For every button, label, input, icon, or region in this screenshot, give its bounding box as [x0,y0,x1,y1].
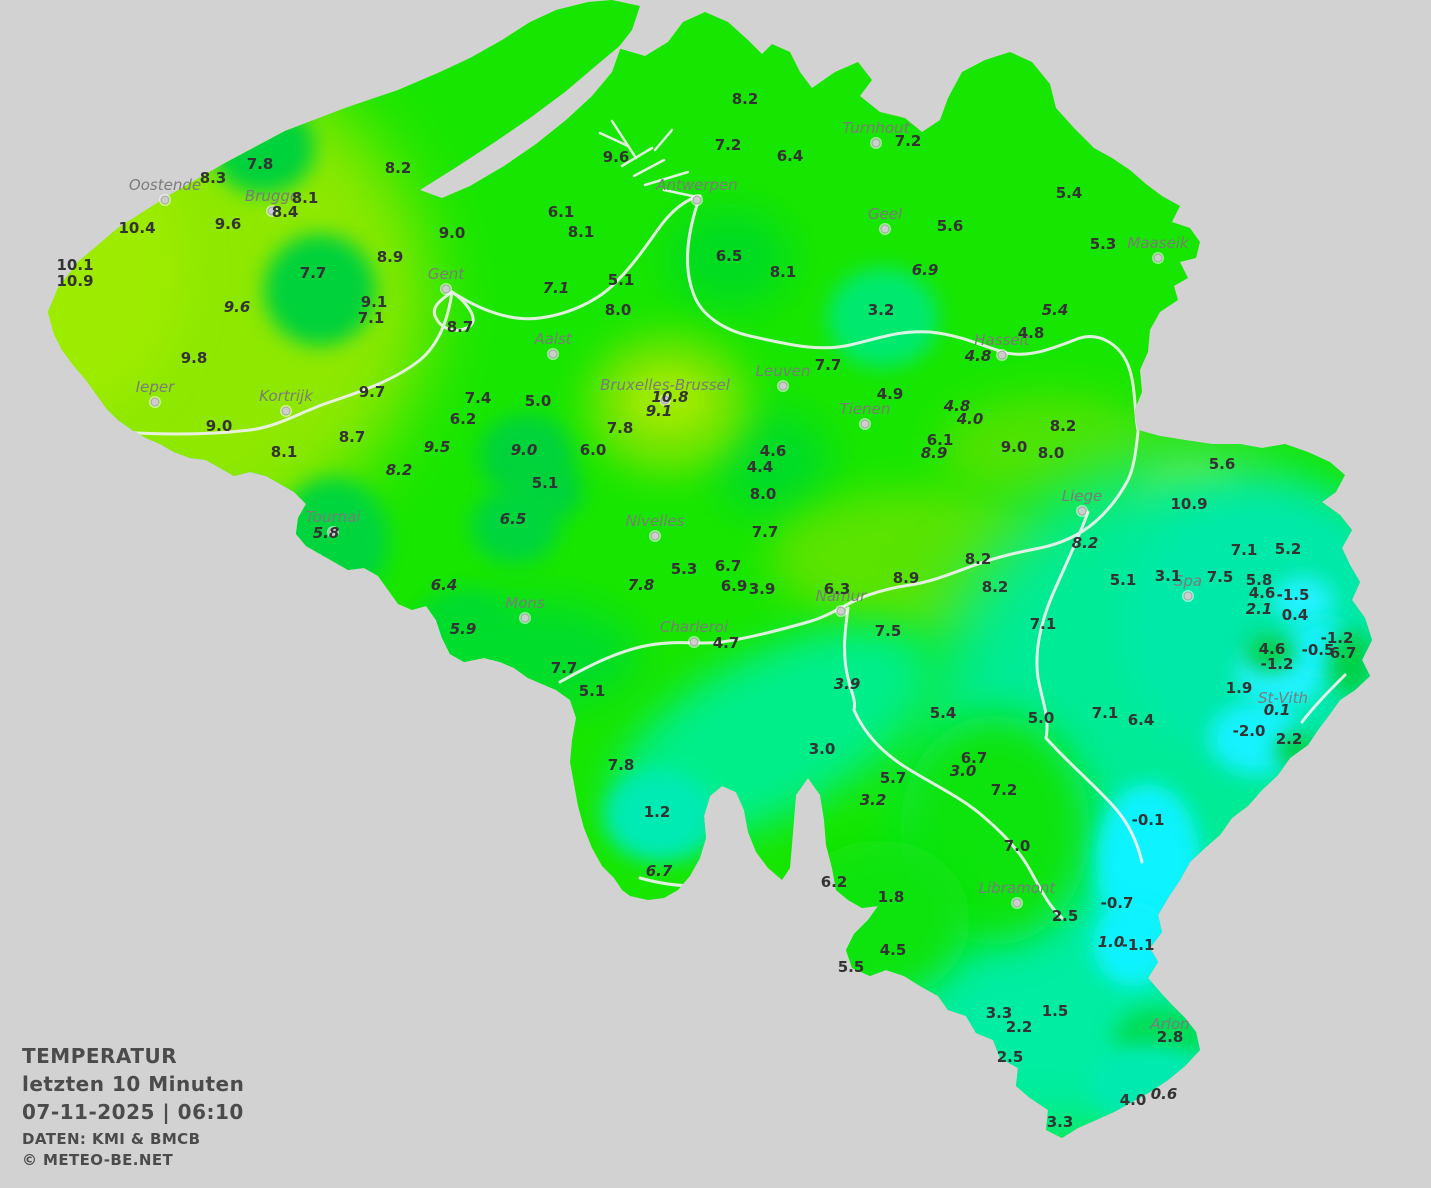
map-title: TEMPERATUR [22,1044,178,1068]
map-datetime: 07-11-2025 | 06:10 [22,1100,244,1124]
antwerp-port-lines [598,119,699,199]
copyright: © METEO-BE.NET [22,1151,174,1169]
data-source: DATEN: KMI & BMCB [22,1130,201,1148]
map-subtitle: letzten 10 Minuten [22,1072,245,1096]
scheldt-estuary [420,44,622,198]
title-block: TEMPERATUR letzten 10 Minuten 07-11-2025… [22,1042,244,1171]
